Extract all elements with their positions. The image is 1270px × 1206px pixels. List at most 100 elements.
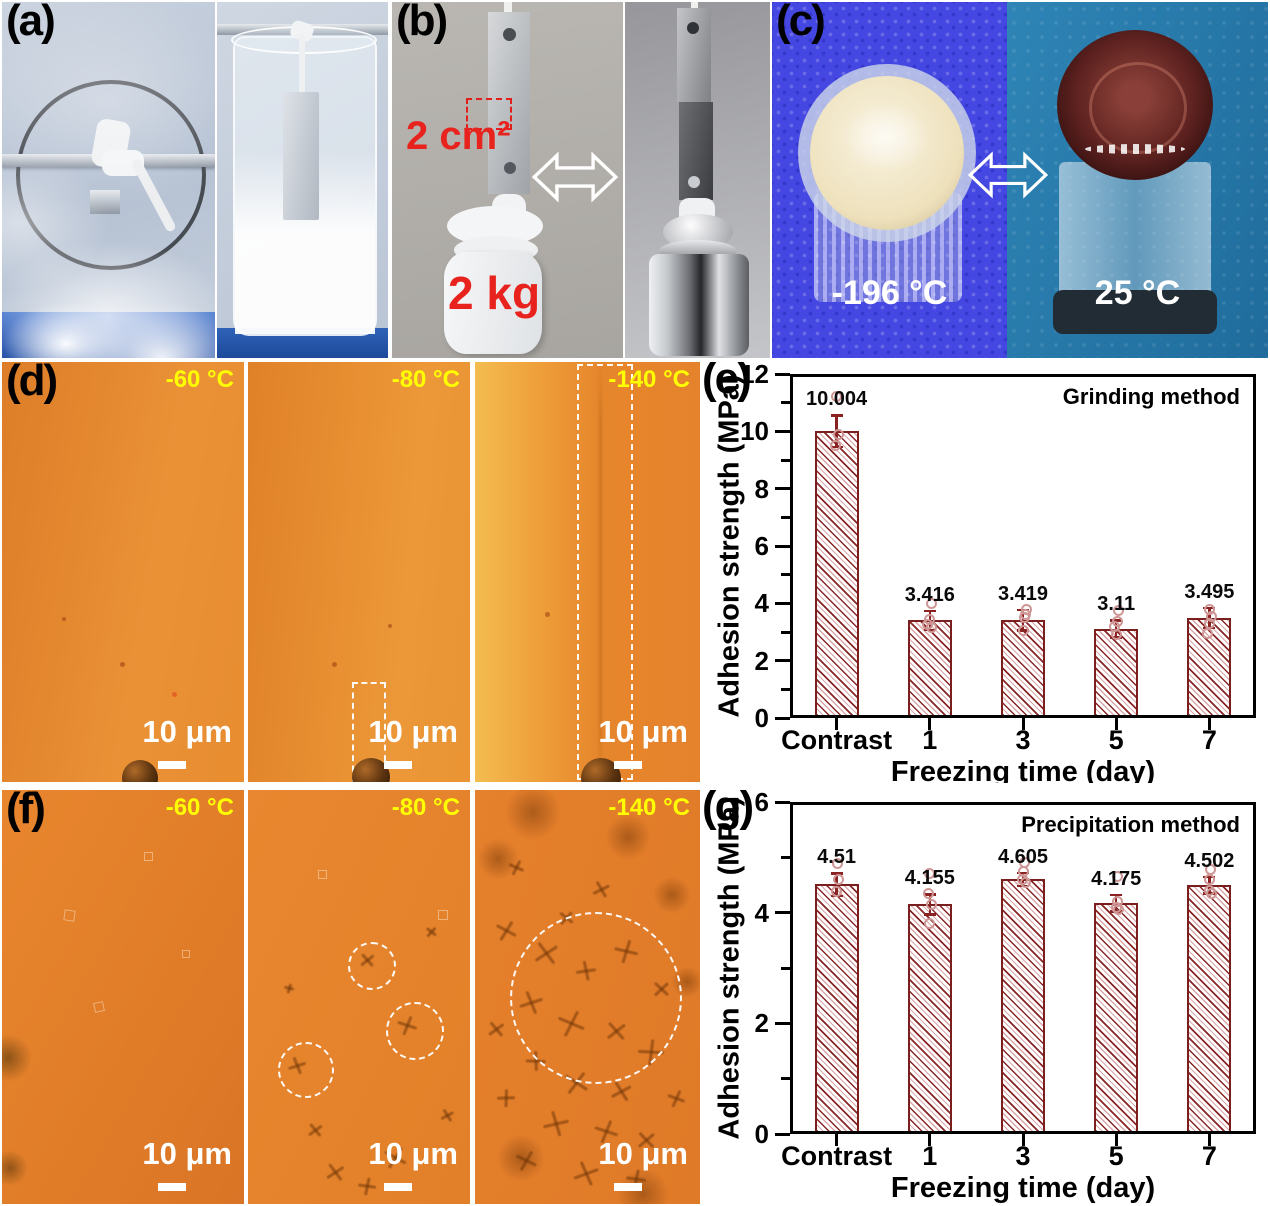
scale-label: 10 μm [142,1136,232,1171]
crystal-marker-circle [278,1042,334,1098]
temperature-label: -80 °C [391,794,460,821]
frosted-weight-body [444,252,542,354]
y-axis-minor-tick [781,573,790,577]
bond-area-label: 2 cm² [406,114,511,158]
data-point [1017,625,1029,637]
y-axis-minor-tick [781,458,790,462]
plot-frame [790,802,1256,1134]
chart-precipitation-method: (g) 0 2 4 6 Contrast 4.51 1 4.155 3 4.605 5 4.175 7 4… [700,790,1270,1206]
bar [1094,628,1139,718]
liquid-nitrogen-top-view-photo [2,2,215,358]
data-point [1203,873,1215,885]
plot-frame [790,374,1256,718]
data-point [1018,612,1030,624]
panel-label: (g) [702,790,754,831]
error-bar-cap [830,872,843,875]
x-tick-label: 7 [1201,1141,1217,1171]
scale-label: 10 μm [598,1136,688,1171]
data-point [923,887,935,899]
data-point [926,898,938,910]
data-point [831,391,843,403]
x-axis-tick [1114,1134,1118,1146]
frost-highlight [842,102,932,172]
glass-glint [1085,144,1185,154]
y-tick-label: 0 [754,703,769,733]
ice-crystal [672,1090,678,1107]
data-point [1205,887,1217,899]
panel-label: (a) [6,2,56,45]
strip-hole [503,28,516,41]
crack-line [599,362,602,782]
data-point [1019,876,1031,888]
x-axis-title: Freezing time (day) [890,1172,1156,1204]
micrograph-tile: -80 °C 10 μm [248,362,470,782]
data-point [1111,871,1123,883]
x-tick-label: Contrast [781,725,893,755]
data-point [830,440,842,452]
scale-bar [384,761,412,769]
x-tick-label: 1 [922,725,938,755]
temperature-label: 25 °C [1094,274,1181,312]
data-point [1112,605,1124,616]
chart-title: Precipitation method [1021,812,1240,837]
micrograph-tile: -140 °C 10 μm [475,362,700,782]
y-axis-minor-tick [781,515,790,519]
weight-label: 2 kg [448,267,541,319]
ice-crystal [331,1162,336,1181]
bar-value-label: 4.51 [817,846,857,869]
droplet [122,760,158,782]
room-temp-adhesion-test-photo [625,2,770,358]
x-tick-label: Contrast [781,1141,893,1171]
micrograph-tile: -80 °C 10 μm [248,790,470,1204]
data-point [1201,627,1213,639]
y-axis-tick [775,659,790,663]
swap-arrow-icon [532,151,618,203]
x-axis-tick [835,1134,839,1146]
ice-crystal [548,1112,563,1133]
temperature-label: -140 °C [608,794,690,821]
data-point [924,918,936,930]
x-tick-label: 3 [1015,725,1031,755]
panel-label: (d) [6,362,58,405]
panel-b: 2 cm² 2 kg (b) [392,2,770,358]
y-axis-minor-tick [781,401,790,405]
y-tick-label: 6 [754,790,769,817]
y-tick-label: 4 [754,897,769,928]
x-tick-label: 3 [1015,1141,1031,1171]
micrograph-tile: -60 °C 10 μm [2,790,244,1204]
cylinder-photo [217,2,388,358]
error-bar-cap [830,414,843,417]
bar-value-label: 10.004 [806,388,868,411]
x-axis-tick [1114,718,1118,730]
y-axis-tick [775,800,790,804]
y-tick-label: 6 [754,531,769,561]
x-axis-tick [1021,1134,1025,1146]
crystal-marker-circle [348,942,396,990]
x-axis-tick [835,718,839,730]
temperature-label: -196 °C [831,274,948,312]
bar-value-label: 3.416 [904,583,955,606]
scale-bar [614,761,642,769]
bar-value-label: 3.495 [1184,580,1235,603]
bar [1001,879,1045,1134]
x-tick-label: 5 [1108,1141,1124,1171]
y-tick-label: 2 [754,1008,769,1039]
y-tick-label: 8 [754,473,769,504]
y-axis-minor-tick [781,966,790,970]
bar [907,904,952,1134]
ice-crystal [444,1108,449,1121]
data-point [1112,904,1124,916]
ice-crystal [286,984,290,993]
y-axis-tick [775,601,790,605]
y-axis-tick [775,1132,790,1136]
chrome-weight-body [649,254,749,356]
scale-bar [614,1183,642,1191]
y-tick-label: 10 [740,416,769,447]
bar-value-label: 4.502 [1184,849,1235,872]
panel-f: -60 °C 10 μm -80 °C 10 μm -140 °C 10 μm [2,790,700,1204]
rope [299,34,305,96]
y-axis-minor-tick [781,630,790,634]
data-point [926,622,938,634]
panel-label: (c) [776,2,826,45]
strip-hole [687,22,699,34]
